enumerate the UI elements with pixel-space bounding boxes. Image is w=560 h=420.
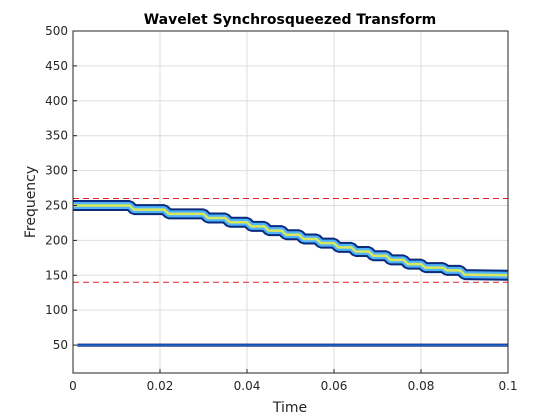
x-tick-label: 0.1 xyxy=(498,379,517,393)
y-axis-ticks: 50 100 150 200 250 300 350 400 450 500 xyxy=(45,24,77,352)
x-tick-label: 0.04 xyxy=(234,379,261,393)
y-tick-label: 500 xyxy=(45,24,68,38)
y-tick-label: 200 xyxy=(45,233,68,247)
y-tick-label: 400 xyxy=(45,94,68,108)
y-tick-label: 100 xyxy=(45,303,68,317)
y-tick-label: 250 xyxy=(45,198,68,212)
x-tick-label: 0.08 xyxy=(408,379,435,393)
reference-lines xyxy=(73,198,508,283)
y-axis-label: Frequency xyxy=(23,166,39,238)
chart-title: Wavelet Synchrosqueezed Transform xyxy=(144,12,437,28)
x-tick-label: 0 xyxy=(69,379,77,393)
y-tick-label: 450 xyxy=(45,59,68,73)
ridge-curves xyxy=(73,199,509,347)
y-tick-label: 300 xyxy=(45,164,68,178)
y-tick-label: 50 xyxy=(53,338,68,352)
chirp-ridge-line xyxy=(73,204,509,277)
x-axis-ticks: 0 0.02 0.04 0.06 0.08 0.1 xyxy=(69,369,518,393)
plot-area xyxy=(73,31,508,373)
x-tick-label: 0.06 xyxy=(321,379,348,393)
y-tick-label: 150 xyxy=(45,268,68,282)
plot-frame xyxy=(72,30,509,374)
y-tick-label: 350 xyxy=(45,129,68,143)
x-tick-label: 0.02 xyxy=(147,379,174,393)
x-axis-label: Time xyxy=(272,400,307,416)
